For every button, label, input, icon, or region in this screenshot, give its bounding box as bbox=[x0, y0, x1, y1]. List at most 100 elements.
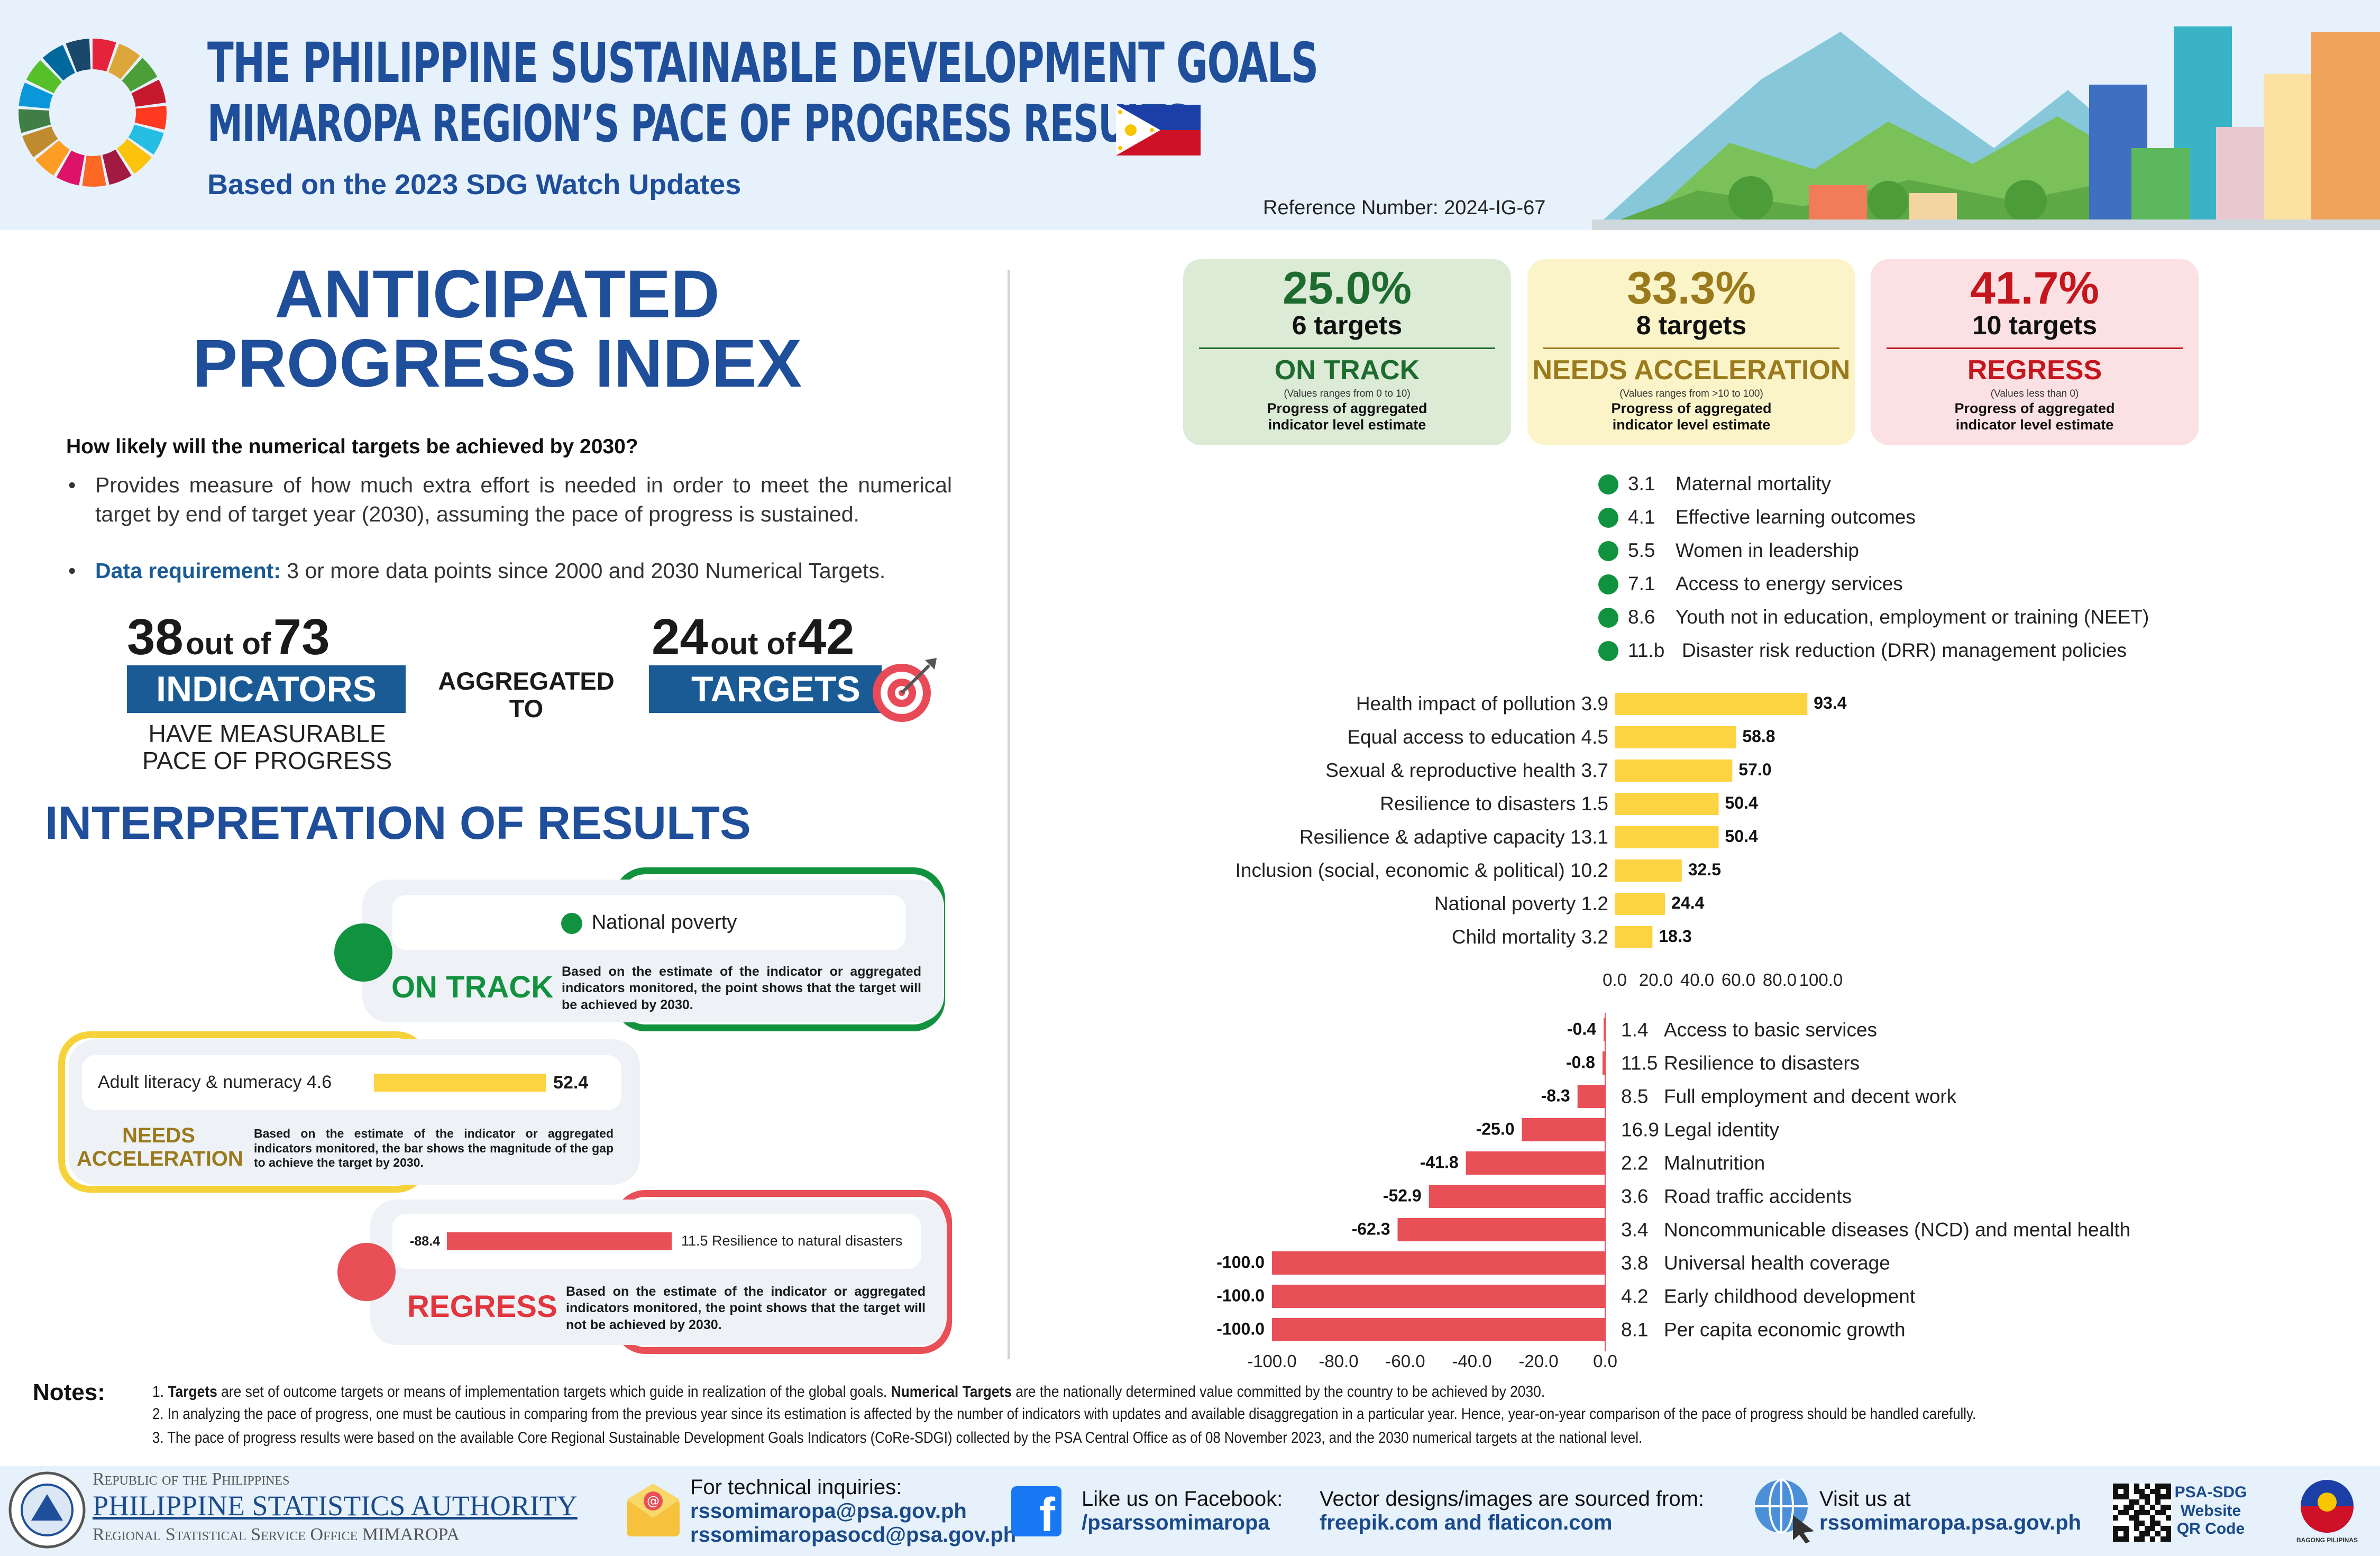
qr-cell bbox=[2134, 1526, 2139, 1531]
card-label: REGRESS bbox=[1967, 355, 2102, 386]
qr-cell bbox=[2145, 1499, 2150, 1505]
targets-total: 42 bbox=[798, 609, 855, 665]
note-1-text2: are the nationally determined value comm… bbox=[1011, 1383, 1545, 1401]
qr-cell bbox=[2139, 1536, 2145, 1542]
qr-cell bbox=[2155, 1510, 2161, 1515]
on-track-label: Access to energy services bbox=[1676, 573, 1903, 594]
chart-category-label: Child mortality 3.2 bbox=[1452, 926, 1608, 948]
chart-category-label: Sexual & reproductive health 3.7 bbox=[1325, 759, 1608, 781]
accel-label-line2: ACCELERATION bbox=[77, 1147, 243, 1170]
qr-cell bbox=[2123, 1484, 2129, 1489]
org-line3: Regional Statistical Service Office MIMA… bbox=[93, 1525, 460, 1544]
accel-label-line1: NEEDS bbox=[122, 1124, 195, 1147]
chart-bar bbox=[1615, 726, 1736, 748]
chart-category-label: Full employment and decent work bbox=[1664, 1085, 1957, 1107]
qr-cell bbox=[2150, 1536, 2155, 1542]
sdg-wheel-segment bbox=[108, 43, 140, 80]
qr-cell bbox=[2166, 1489, 2171, 1494]
chart-tick-label: -40.0 bbox=[1452, 1351, 1491, 1371]
card-percent: 33.3% bbox=[1627, 263, 1756, 314]
chart-value-label: 50.4 bbox=[1725, 793, 1758, 812]
qr-cell bbox=[2139, 1521, 2145, 1526]
chart-bar bbox=[1615, 859, 1682, 882]
chart-bar bbox=[1602, 1051, 1605, 1075]
regress-label: REGRESS bbox=[407, 1289, 557, 1324]
indicators-label: INDICATORS bbox=[127, 665, 406, 713]
target-bullseye-icon bbox=[873, 658, 937, 722]
visit-url[interactable]: rssomimaropa.psa.gov.ph bbox=[1819, 1511, 2081, 1534]
qr-cell bbox=[2161, 1505, 2166, 1510]
qr-cell bbox=[2118, 1510, 2123, 1515]
chart-bar bbox=[1615, 926, 1653, 948]
chart-value-label: 93.4 bbox=[1814, 693, 1846, 712]
qr-cell bbox=[2113, 1494, 2118, 1499]
fb-handle[interactable]: /psarssomimaropa bbox=[1082, 1511, 1270, 1534]
footer-bar bbox=[0, 1466, 2380, 1556]
qr-cell bbox=[2134, 1499, 2139, 1505]
accel-label: NEEDS ACCELERATION bbox=[77, 1124, 243, 1170]
globe-cursor-icon bbox=[1755, 1479, 1814, 1543]
chart-tick-label: -100.0 bbox=[1247, 1351, 1297, 1371]
qr-cell bbox=[2113, 1536, 2118, 1542]
sdg-wheel-segment bbox=[22, 126, 58, 158]
qr-cell bbox=[2166, 1505, 2171, 1510]
chart-category-code: 3.4 bbox=[1621, 1219, 1648, 1240]
section-title-line1: ANTICIPATED bbox=[274, 257, 720, 332]
vector-source[interactable]: freepik.com and flaticon.com bbox=[1320, 1511, 1613, 1534]
on-track-dot-icon bbox=[1598, 541, 1618, 561]
philippine-flag-icon bbox=[1116, 105, 1201, 155]
qr-label-line3: QR Code bbox=[2176, 1520, 2245, 1537]
qr-cell bbox=[2113, 1526, 2118, 1531]
chart-category-label: Access to basic services bbox=[1664, 1019, 1877, 1040]
qr-cell bbox=[2123, 1536, 2129, 1542]
qr-cell bbox=[2139, 1510, 2145, 1515]
accel-example-label: Adult literacy & numeracy 4.6 bbox=[98, 1072, 332, 1092]
chart-category-label: Equal access to education 4.5 bbox=[1347, 726, 1608, 748]
sdg-wheel-segment bbox=[117, 139, 152, 174]
qr-cell bbox=[2161, 1484, 2166, 1489]
facebook-icon: f bbox=[1011, 1486, 1061, 1542]
qr-cell bbox=[2118, 1536, 2123, 1542]
qr-cell bbox=[2166, 1484, 2171, 1489]
card-desc: Progress of aggregated indicator level e… bbox=[1611, 400, 1772, 433]
bullet-dot: • bbox=[68, 559, 76, 583]
qr-cell bbox=[2166, 1526, 2171, 1531]
email-1[interactable]: rssomimaropa@psa.gov.ph bbox=[690, 1499, 967, 1523]
section-title: ANTICIPATED PROGRESS INDEX bbox=[95, 260, 899, 398]
note-2: 2. In analyzing the pace of progress, on… bbox=[152, 1405, 1976, 1423]
chart-value-label: -0.4 bbox=[1567, 1020, 1596, 1039]
qr-label-line1: PSA-SDG bbox=[2174, 1484, 2247, 1501]
svg-text:@: @ bbox=[647, 1494, 660, 1508]
sdg-wheel-segment bbox=[134, 106, 167, 130]
regress-example-bar bbox=[447, 1232, 672, 1250]
chart-bar bbox=[1615, 826, 1719, 848]
fb-label: Like us on Facebook: bbox=[1082, 1487, 1283, 1511]
qr-cell bbox=[2155, 1499, 2161, 1505]
chart-tick-label: 0.0 bbox=[1593, 1351, 1617, 1371]
qr-cell bbox=[2150, 1489, 2155, 1494]
column-divider bbox=[1008, 270, 1010, 1359]
qr-cell bbox=[2134, 1536, 2139, 1542]
chart-tick-label: 60.0 bbox=[1722, 970, 1755, 989]
card-divider bbox=[1199, 347, 1495, 349]
sdg-wheel-segment bbox=[93, 39, 116, 72]
chart-category-code: 8.5 bbox=[1621, 1085, 1648, 1107]
note-3: 3. The pace of progress results were bas… bbox=[152, 1429, 1643, 1447]
notes-title: Notes: bbox=[33, 1379, 105, 1405]
qr-code-icon[interactable] bbox=[2113, 1484, 2171, 1542]
bullet-2: • Data requirement: 3 or more data point… bbox=[66, 556, 952, 585]
on-track-dot-icon bbox=[1598, 508, 1618, 528]
qr-cell bbox=[2155, 1521, 2161, 1526]
org-line2: PHILIPPINE STATISTICS AUTHORITY bbox=[93, 1490, 578, 1522]
chart-tick-label: -80.0 bbox=[1319, 1351, 1358, 1371]
question-heading: How likely will the numerical targets be… bbox=[66, 435, 638, 458]
chart-category-code: 3.8 bbox=[1621, 1252, 1648, 1274]
sdg-wheel-segment bbox=[66, 39, 91, 72]
chart-category-code: 11.5 bbox=[1621, 1052, 1658, 1074]
card-range: (Values ranges from >10 to 100) bbox=[1619, 388, 1763, 399]
email-2[interactable]: rssomimaropasocd@psa.gov.ph bbox=[690, 1523, 1017, 1546]
chart-tick-label: 40.0 bbox=[1680, 970, 1714, 989]
regress-desc: Based on the estimate of the indicator o… bbox=[566, 1284, 926, 1332]
chart-value-label: 18.3 bbox=[1659, 927, 1691, 946]
visit-label: Visit us at bbox=[1819, 1487, 1911, 1511]
